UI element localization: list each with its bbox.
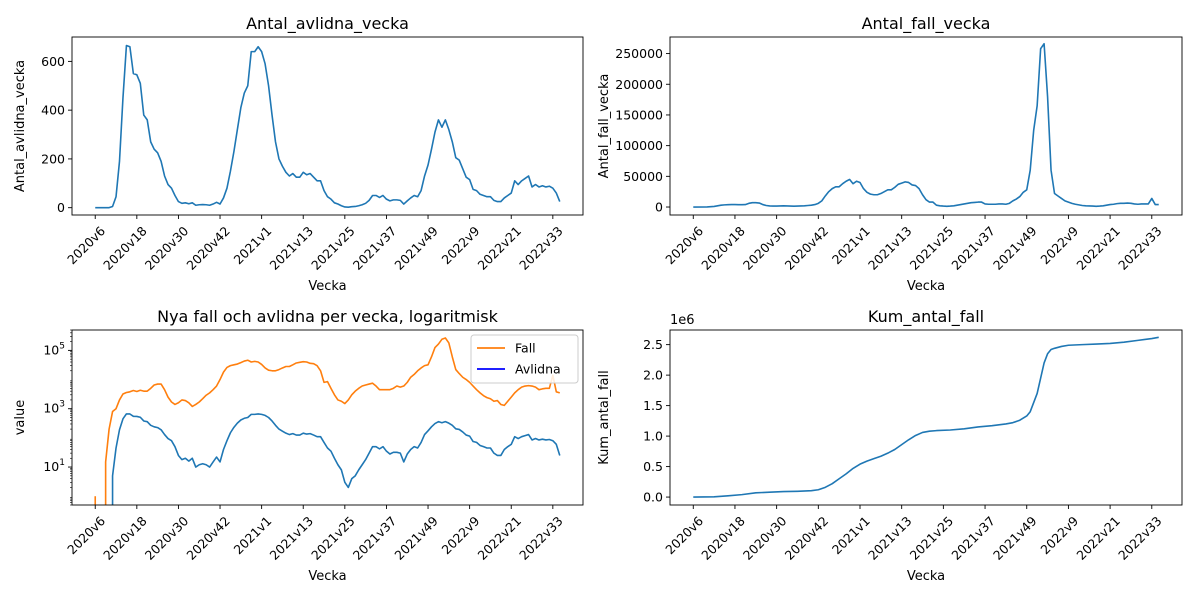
series-line-0 [693, 336, 1159, 498]
x-tick-label: 2020v30 [740, 223, 790, 273]
y-tick-label: 0.0 [643, 490, 663, 505]
x-axis-label: Vecka [907, 279, 945, 294]
x-tick-label: 2021v25 [308, 513, 358, 563]
x-tick-label: 2021v37 [948, 223, 998, 273]
x-axis-label: Vecka [308, 279, 346, 294]
series-line-0 [95, 44, 561, 209]
y-tick-label: 101 [43, 458, 65, 474]
y-tick-exponent: 3 [59, 400, 65, 410]
x-tick-label: 2021v13 [267, 513, 317, 563]
series-line-0-part-1 [104, 337, 561, 505]
y-tick-label: 600 [41, 54, 65, 69]
y-tick-label: 400 [41, 103, 65, 118]
legend-label: Fall [515, 341, 536, 356]
x-tick-label: 2020v42 [183, 223, 233, 273]
series-line-1 [111, 413, 561, 505]
x-tick-label: 2021v49 [990, 513, 1040, 563]
x-tick-label: 2021v37 [350, 223, 400, 273]
y-tick-label: 200000 [615, 77, 663, 92]
x-tick-label: 2021v13 [267, 223, 317, 273]
y-tick-label: 1.0 [643, 429, 663, 444]
x-tick-label: 2020v30 [142, 513, 192, 563]
legend-box [470, 334, 579, 384]
x-tick-label: 2021v13 [865, 223, 915, 273]
chart-title: Nya fall och avlidna per vecka, logaritm… [157, 307, 499, 326]
x-tick-label: 2020v18 [100, 223, 150, 273]
y-tick-label: 150000 [615, 107, 663, 122]
y-tick-label: 2.0 [643, 368, 663, 383]
legend: Fall Avlidna [470, 334, 579, 384]
x-tick-label: 2022v21 [1073, 513, 1123, 563]
y-tick-label: 0.5 [643, 459, 663, 474]
y-axis-label: value [13, 400, 28, 436]
y-tick-base: 10 [43, 401, 59, 416]
x-tick-label: 2021v37 [948, 513, 998, 563]
x-tick-label: 2021v25 [907, 223, 957, 273]
x-tick-label: 2020v42 [782, 223, 832, 273]
x-tick-label: 2020v30 [740, 513, 790, 563]
x-tick-label: 2020v18 [100, 513, 150, 563]
x-tick-label: 2022v21 [1073, 223, 1123, 273]
y-tick-label: 50000 [623, 169, 663, 184]
x-tick-label: 2022v33 [516, 223, 566, 273]
y-tick-label: 0 [655, 200, 663, 215]
x-tick-label: 2021v37 [350, 513, 400, 563]
x-tick-label: 2022v33 [516, 513, 566, 563]
x-tick-label: 2021v25 [308, 223, 358, 273]
chart-title: Antal_avlidna_vecka [246, 14, 409, 34]
x-tick-label: 2021v49 [990, 223, 1040, 273]
y-tick-label: 1.5 [643, 398, 663, 413]
x-axis-label: Vecka [308, 569, 346, 584]
y-tick-label: 250000 [615, 46, 663, 61]
plot-frame [669, 329, 1183, 506]
y-tick-label: 103 [43, 400, 65, 416]
x-tick-label: 2021v13 [865, 513, 915, 563]
y-tick-exponent: 5 [59, 341, 65, 351]
chart-cases: Antal_fall_vecka2020v62020v182020v302020… [597, 14, 1183, 294]
chart-deaths: Antal_avlidna_vecka2020v62020v182020v302… [13, 14, 584, 294]
y-axis-label: Antal_avlidna_vecka [13, 60, 28, 192]
y-axis-label: Kum_antal_fall [597, 370, 612, 464]
y-tick-label: 200 [41, 151, 65, 166]
x-tick-label: 2021v49 [391, 513, 441, 563]
legend-label: Avlidna [515, 362, 561, 377]
y-axis-label: Antal_fall_vecka [597, 74, 612, 179]
x-tick-label: 2020v18 [698, 513, 748, 563]
x-tick-label: 2022v21 [475, 513, 525, 563]
y-tick-exponent: 1 [59, 458, 65, 468]
chart-title: Antal_fall_vecka [862, 14, 991, 34]
chart-log: Nya fall och avlidna per vecka, logaritm… [13, 307, 584, 584]
y-offset-label: 1e6 [670, 313, 695, 328]
y-tick-label: 100000 [615, 138, 663, 153]
y-tick-base: 10 [43, 459, 59, 474]
x-tick-label: 2020v42 [183, 513, 233, 563]
chart-cumulative: Kum_antal_fall2020v62020v182020v302020v4… [597, 307, 1183, 584]
y-tick-base: 10 [43, 342, 59, 357]
chart-title: Kum_antal_fall [868, 307, 984, 327]
x-axis-label: Vecka [907, 569, 945, 584]
x-tick-label: 2021v49 [391, 223, 441, 273]
y-tick-label: 0 [57, 200, 65, 215]
series-line-0 [693, 42, 1159, 208]
x-tick-label: 2022v21 [475, 223, 525, 273]
x-tick-label: 2020v42 [782, 513, 832, 563]
x-tick-label: 2022v33 [1115, 223, 1165, 273]
x-tick-label: 2022v33 [1115, 513, 1165, 563]
plot-frame [71, 36, 584, 216]
y-tick-label: 105 [43, 341, 65, 357]
x-tick-label: 2020v30 [142, 223, 192, 273]
x-tick-label: 2021v25 [907, 513, 957, 563]
y-tick-label: 2.5 [643, 337, 663, 352]
x-tick-label: 2020v18 [698, 223, 748, 273]
plot-frame [669, 36, 1183, 216]
